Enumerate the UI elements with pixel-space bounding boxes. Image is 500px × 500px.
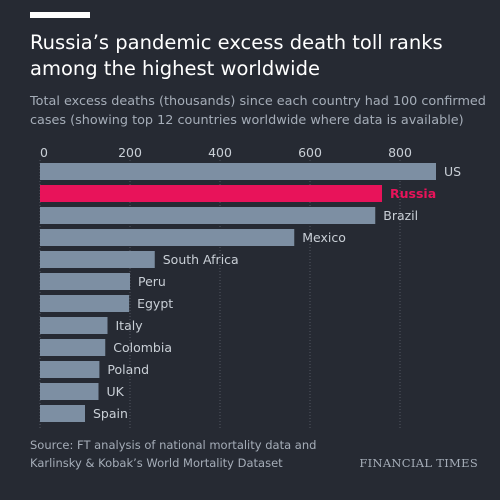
bar-spain bbox=[40, 405, 85, 422]
header-accent-bar bbox=[30, 12, 90, 18]
bar-south-africa bbox=[40, 251, 155, 268]
bar-label-us: US bbox=[444, 164, 461, 179]
bar-mexico bbox=[40, 229, 295, 246]
bar-label-south-africa: South Africa bbox=[163, 252, 239, 267]
bar-italy bbox=[40, 317, 108, 334]
bar-label-spain: Spain bbox=[93, 406, 128, 421]
x-tick-label: 200 bbox=[118, 145, 142, 160]
bar-us bbox=[40, 163, 436, 180]
x-tick-label: 800 bbox=[388, 145, 412, 160]
bar-label-peru: Peru bbox=[138, 274, 166, 289]
chart-title: Russia’s pandemic excess death toll rank… bbox=[30, 31, 443, 80]
x-tick-label: 0 bbox=[40, 145, 48, 160]
bar-russia bbox=[40, 185, 382, 202]
bar-egypt bbox=[40, 295, 130, 312]
bar-uk bbox=[40, 383, 99, 400]
bar-label-colombia: Colombia bbox=[113, 340, 172, 355]
bar-label-mexico: Mexico bbox=[302, 230, 346, 245]
bar-peru bbox=[40, 273, 130, 290]
bar-brazil bbox=[40, 207, 376, 224]
x-tick-label: 600 bbox=[298, 145, 322, 160]
bar-label-egypt: Egypt bbox=[137, 296, 173, 311]
chart-subtitle: Total excess deaths (thousands) since ea… bbox=[30, 94, 486, 128]
bar-poland bbox=[40, 361, 100, 378]
source-note: Source: FT analysis of national mortalit… bbox=[30, 438, 317, 470]
bar-label-italy: Italy bbox=[116, 318, 144, 333]
x-tick-label: 400 bbox=[208, 145, 232, 160]
bar-label-russia: Russia bbox=[390, 186, 436, 201]
bar-label-brazil: Brazil bbox=[383, 208, 418, 223]
bar-label-uk: UK bbox=[107, 384, 125, 399]
brand-logo: FINANCIAL TIMES bbox=[359, 456, 478, 470]
bar-colombia bbox=[40, 339, 106, 356]
bar-label-poland: Poland bbox=[107, 362, 149, 377]
